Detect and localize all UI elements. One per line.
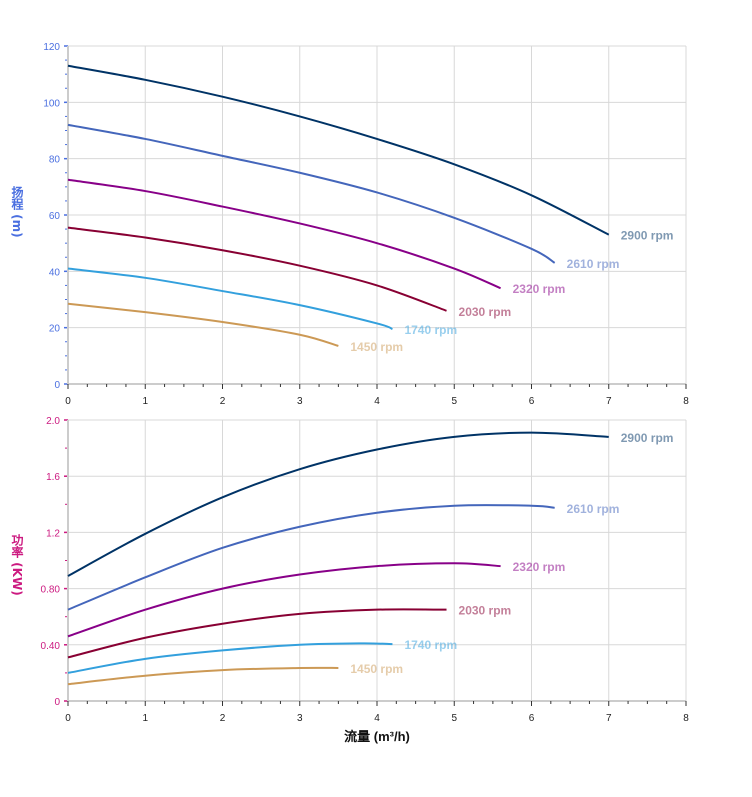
series-label: 2610 rpm — [567, 502, 620, 516]
series-label: 2030 rpm — [459, 604, 512, 618]
series-label: 2900 rpm — [621, 431, 674, 445]
x-tick-label: 0 — [65, 713, 71, 724]
panel-2: 0 0.40 0.80 1.2 1.6 2.0 0 1 2 3 4 5 6 7 8 流量 (m³/h) 2900… — [41, 416, 690, 744]
series-line-2320-rpm — [67, 562, 501, 638]
y-tick-label: 0 — [54, 697, 60, 708]
y-tick-label: 1.6 — [46, 472, 60, 483]
y-tick-label: 120 — [43, 42, 60, 53]
x-tick-label: 1 — [142, 396, 148, 407]
x-tick-label: 7 — [606, 396, 612, 407]
series-line-2320-rpm — [67, 178, 501, 290]
series-label: 1450 rpm — [350, 340, 403, 354]
y-tick-label: 0 — [54, 380, 60, 391]
x-tick-label: 5 — [451, 713, 457, 724]
x-tick-label: 2 — [220, 396, 226, 407]
series-line-2030-rpm — [67, 226, 447, 312]
x-tick-label: 0 — [65, 396, 71, 407]
series-label: 2320 rpm — [513, 560, 566, 574]
x-tick-label: 4 — [374, 713, 380, 724]
series-label: 2030 rpm — [459, 305, 512, 319]
x-tick-label: 8 — [683, 396, 689, 407]
x-tick-label: 3 — [297, 713, 303, 724]
power-y-axis-label: 功率 (KW) — [10, 534, 24, 596]
series-line-2030-rpm — [67, 608, 447, 659]
series-line-2900-rpm — [67, 64, 610, 236]
y-tick-label: 0.40 — [41, 641, 61, 652]
y-tick-label: 80 — [49, 155, 61, 166]
y-tick-label: 100 — [43, 98, 60, 109]
series-label: 2320 rpm — [513, 282, 566, 296]
series-line-1740-rpm — [67, 267, 393, 331]
y-tick-label: 40 — [49, 267, 61, 278]
series-line-1450-rpm — [67, 666, 339, 686]
y-tick-label: 0.80 — [41, 585, 61, 596]
series-label: 2610 rpm — [567, 257, 620, 271]
series-line-2610-rpm — [67, 123, 556, 264]
x-tick-label: 7 — [606, 713, 612, 724]
series-label: 2900 rpm — [621, 229, 674, 243]
series-line-2610-rpm — [67, 504, 555, 611]
y-tick-label: 60 — [49, 211, 61, 222]
series-line-2900-rpm — [67, 431, 609, 577]
x-tick-label: 2 — [220, 713, 226, 724]
x-tick-label: 5 — [451, 396, 457, 407]
series-label: 1740 rpm — [404, 638, 457, 652]
series-label: 1450 rpm — [350, 662, 403, 676]
y-tick-label: 2.0 — [46, 416, 60, 427]
y-tick-label: 20 — [49, 324, 61, 335]
x-tick-label: 6 — [529, 396, 535, 407]
x-tick-label: 1 — [142, 713, 148, 724]
y-tick-label: 1.2 — [46, 528, 60, 539]
series-line-1450-rpm — [67, 302, 339, 347]
series-line-1740-rpm — [67, 642, 393, 674]
head-y-axis-label: 扬程 (m) — [10, 186, 24, 238]
x-tick-label: 4 — [374, 396, 380, 407]
series-label: 1740 rpm — [404, 323, 457, 337]
x-tick-label: 6 — [529, 713, 535, 724]
x-tick-label: 8 — [683, 713, 689, 724]
x-tick-label: 3 — [297, 396, 303, 407]
x-axis-label: 流量 (m³/h) — [344, 729, 410, 744]
